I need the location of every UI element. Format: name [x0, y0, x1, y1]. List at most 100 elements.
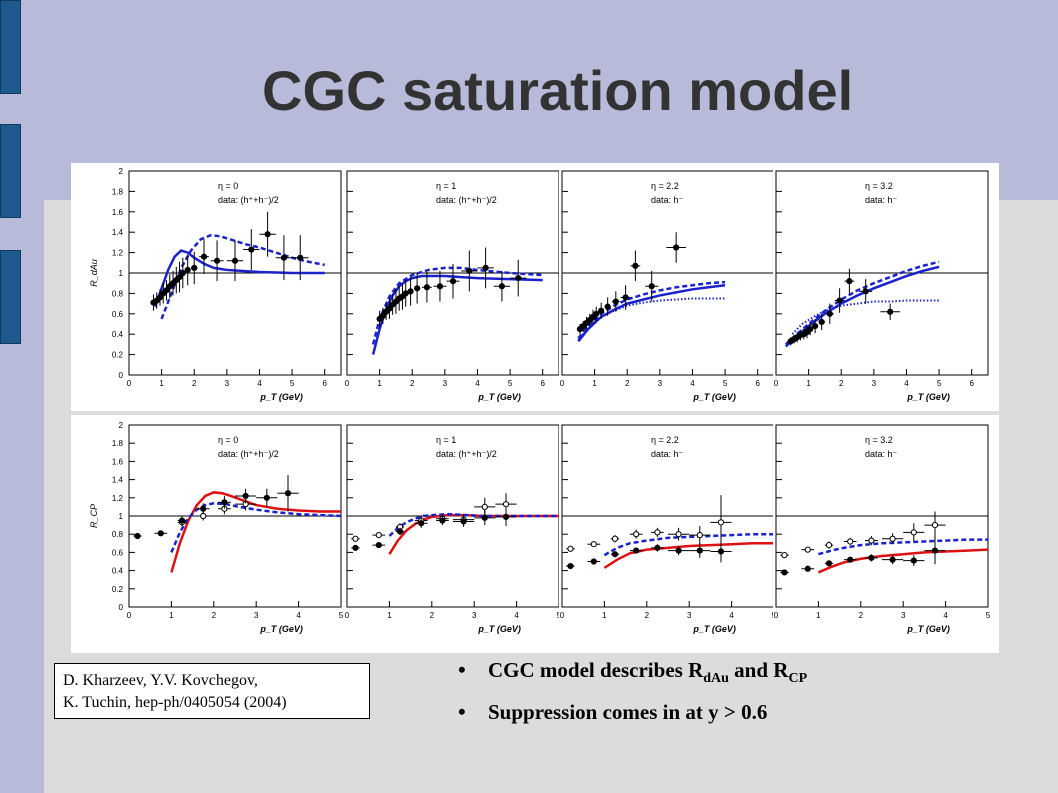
data-point [163, 287, 170, 294]
y-tick-label: 0.4 [112, 567, 124, 576]
x-tick-label: 2 [430, 611, 435, 620]
data-point-filled [178, 517, 186, 524]
x-tick-label: 6 [322, 379, 327, 388]
x-tick-label: 3 [872, 379, 877, 388]
model-curve-dotted [791, 299, 940, 335]
data-point [648, 283, 655, 290]
x-tick-label: 5 [937, 379, 942, 388]
y-tick-label: 0.6 [112, 310, 124, 319]
data-point [598, 307, 605, 314]
data-point [213, 257, 221, 264]
bullet-list: CGC model describes RdAu and RCP Suppres… [458, 657, 807, 741]
model-curve-dashed [577, 280, 726, 340]
y-tick-label: 1.4 [112, 476, 124, 485]
data-point-filled [696, 547, 703, 554]
model-curve-dotted [577, 297, 726, 341]
data-point-filled [654, 544, 661, 551]
data-point [887, 308, 894, 315]
x-axis-label: p_T (GeV) [477, 624, 521, 634]
y-tick-label: 1.8 [112, 187, 124, 196]
data-point [191, 264, 198, 272]
bullet-item: CGC model describes RdAu and RCP [458, 657, 807, 691]
data-point-open [567, 545, 574, 552]
data-point-filled [352, 544, 359, 551]
panel-data-label: data: (h⁺+h⁻)/2 [218, 195, 279, 205]
panel-data-label: data: h⁻ [865, 449, 898, 459]
x-tick-label: 1 [592, 379, 597, 388]
x-tick-label: 4 [943, 611, 948, 620]
x-tick-label: 0 [560, 611, 565, 620]
data-point-open [590, 541, 597, 548]
y-tick-label: 2 [119, 421, 124, 430]
x-axis-label: p_T (GeV) [477, 392, 521, 402]
x-tick-label: 1 [159, 379, 164, 388]
x-tick-label: 5 [290, 379, 295, 388]
data-point-filled [781, 569, 788, 576]
x-tick-label: 3 [254, 611, 259, 620]
data-point-open [910, 529, 917, 536]
data-point-filled [675, 547, 682, 554]
panel-data-label: data: h⁻ [651, 195, 684, 205]
data-point-open [931, 522, 939, 529]
x-tick-label: 5 [339, 611, 344, 620]
data-point-filled [134, 532, 141, 540]
data-point-filled [611, 551, 619, 558]
panel-eta-label: η = 0 [218, 435, 238, 445]
model-curve-solid [577, 283, 726, 343]
x-tick-label: 1 [169, 611, 174, 620]
x-axis-label: p_T (GeV) [692, 392, 736, 402]
data-point-filled [263, 494, 270, 501]
data-point [231, 257, 239, 264]
panel-data-label: data: (h⁺+h⁻)/2 [436, 195, 497, 205]
y-tick-label: 1.6 [112, 457, 124, 466]
data-point-open [804, 546, 811, 553]
x-tick-label: 1 [377, 379, 382, 388]
x-tick-label: 2 [625, 379, 630, 388]
x-tick-label: 4 [475, 379, 480, 388]
data-point [836, 297, 843, 304]
data-point-filled [889, 556, 896, 563]
data-point [156, 294, 164, 301]
x-tick-label: 0 [345, 611, 350, 620]
x-tick-label: 6 [755, 379, 760, 388]
data-point-filled [375, 542, 382, 549]
data-point-filled [418, 520, 425, 527]
slide-left-band [0, 0, 44, 793]
x-tick-label: 0 [127, 611, 132, 620]
x-tick-label: 3 [687, 611, 692, 620]
data-point-filled [567, 562, 574, 570]
y-tick-label: 0 [119, 603, 124, 612]
data-point-filled [910, 557, 917, 564]
x-tick-label: 1 [387, 611, 392, 620]
x-axis-label: p_T (GeV) [259, 392, 303, 402]
data-point-open [611, 535, 619, 542]
y-axis-label: R_CP [89, 504, 99, 528]
data-point-filled [460, 518, 467, 525]
data-point-filled [825, 560, 833, 567]
data-point [812, 322, 819, 330]
data-point [386, 305, 393, 312]
data-point [200, 253, 208, 260]
data-point [807, 326, 814, 333]
y-tick-label: 0.8 [112, 530, 124, 539]
bullet-subscript: CP [788, 671, 808, 687]
data-point [423, 284, 431, 291]
data-point [818, 318, 825, 326]
x-tick-label: 2 [839, 379, 844, 388]
y-tick-label: 0.2 [112, 585, 124, 594]
citation-line-2: K. Tuchin, hep-ph/0405054 (2004) [63, 694, 287, 711]
decorative-tab [0, 250, 21, 344]
panel-background [343, 163, 559, 411]
x-tick-label: 4 [296, 611, 301, 620]
panel-eta-label: η = 3.2 [865, 181, 893, 191]
y-axis-label: R_dAu [89, 259, 99, 287]
data-point-open [717, 519, 725, 526]
data-point [414, 285, 421, 292]
panel-eta-label: η = 2.2 [651, 181, 679, 191]
data-point-filled [590, 558, 597, 565]
data-point-open [868, 537, 875, 544]
x-tick-label: 0 [345, 379, 350, 388]
data-point [248, 246, 255, 253]
y-tick-label: 0.4 [112, 330, 124, 339]
x-tick-label: 0 [560, 379, 565, 388]
